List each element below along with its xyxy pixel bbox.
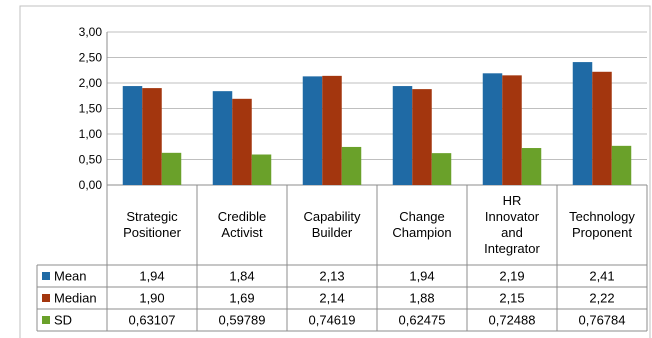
bar-mean bbox=[482, 73, 503, 185]
data-value: 2,13 bbox=[319, 269, 344, 284]
legend-key-median bbox=[42, 294, 50, 302]
bar-median bbox=[592, 71, 612, 185]
data-value: 0,62475 bbox=[399, 313, 446, 328]
category-label: HR Innovator and Integrator bbox=[484, 193, 540, 256]
bar-mean bbox=[572, 62, 593, 186]
bar-sd bbox=[431, 153, 452, 185]
series-name: Mean bbox=[54, 269, 87, 284]
bar-median bbox=[502, 75, 522, 185]
data-value: 1,94 bbox=[139, 269, 164, 284]
bar-sd bbox=[611, 145, 632, 185]
data-table: Strategic Positioner Credible Activist Capab… bbox=[36, 32, 648, 332]
y-tick-label: 2,00 bbox=[79, 76, 103, 90]
data-value: 2,15 bbox=[499, 291, 524, 306]
data-value: 0,76784 bbox=[579, 313, 626, 328]
legend-key-sd bbox=[42, 316, 50, 324]
data-value: 1,69 bbox=[229, 291, 254, 306]
data-value: 1,90 bbox=[139, 291, 164, 306]
data-value: 2,41 bbox=[589, 269, 614, 284]
y-tick-label: 0,00 bbox=[79, 178, 103, 192]
y-tick-label: 2,50 bbox=[79, 51, 103, 65]
bar-mean bbox=[302, 76, 323, 185]
bar-mean bbox=[122, 86, 143, 185]
category-label: Capability Builder bbox=[303, 209, 361, 240]
bar-mean bbox=[392, 86, 413, 185]
bar-median bbox=[142, 88, 162, 185]
category-label: Credible Activist bbox=[218, 209, 266, 240]
data-value: 1,88 bbox=[409, 291, 434, 306]
data-value: 1,94 bbox=[409, 269, 434, 284]
bar-sd bbox=[341, 146, 362, 185]
y-tick-label: 1,50 bbox=[79, 102, 103, 116]
data-value: 1,84 bbox=[229, 269, 254, 284]
bar-sd bbox=[161, 152, 182, 185]
y-tick-label: 0,50 bbox=[79, 153, 103, 167]
data-value: 2,19 bbox=[499, 269, 524, 284]
y-tick-label: 1,00 bbox=[79, 127, 103, 141]
bar-median bbox=[232, 98, 252, 185]
bar-median bbox=[322, 75, 342, 185]
series-name: SD bbox=[54, 313, 72, 328]
bars bbox=[122, 62, 632, 186]
data-value: 0,59789 bbox=[219, 313, 266, 328]
y-axis-tick-labels: 0,00 0,50 1,00 1,50 2,00 2,50 3,00 bbox=[79, 25, 103, 192]
legend-key-mean bbox=[42, 272, 50, 280]
data-value: 0,63107 bbox=[129, 313, 176, 328]
data-value: 0,72488 bbox=[489, 313, 536, 328]
y-tick-label: 3,00 bbox=[79, 25, 103, 39]
category-label: Change Champion bbox=[392, 209, 451, 240]
bar-sd bbox=[251, 154, 272, 185]
bar-sd bbox=[521, 148, 542, 185]
data-value: 2,22 bbox=[589, 291, 614, 306]
category-label: Strategic Positioner bbox=[123, 209, 181, 240]
series-name: Median bbox=[54, 291, 97, 306]
bar-mean bbox=[212, 91, 233, 185]
category-label: Technology Proponent bbox=[569, 209, 635, 240]
bar-median bbox=[412, 89, 432, 185]
data-value: 2,14 bbox=[319, 291, 344, 306]
data-value: 0,74619 bbox=[309, 313, 356, 328]
